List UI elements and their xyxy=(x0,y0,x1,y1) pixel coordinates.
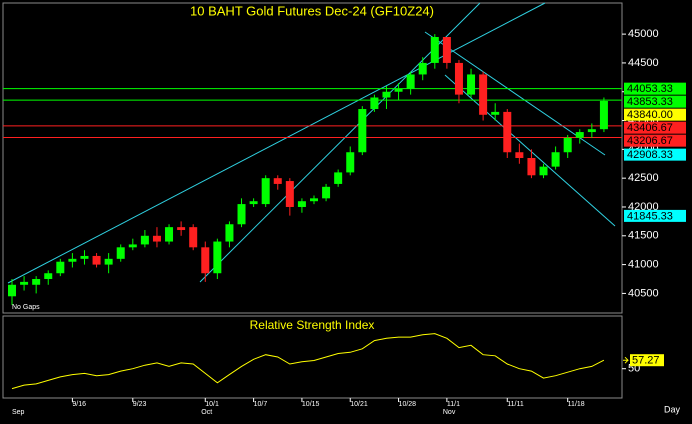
rsi-panel xyxy=(2,315,623,399)
candle-body xyxy=(515,152,524,158)
candle-body xyxy=(551,152,560,167)
candle-body xyxy=(297,201,306,207)
x-tick-label: 10/21 xyxy=(350,401,368,408)
candle-body xyxy=(599,100,608,130)
level-label-bg xyxy=(624,209,686,222)
y-tick-label: 40500 xyxy=(628,287,659,299)
candle-body xyxy=(8,284,16,297)
x-tick-label: 10/1 xyxy=(205,401,219,408)
rsi-last-bg xyxy=(630,354,664,367)
candle-body xyxy=(32,279,41,285)
rsi-title: Relative Strength Index xyxy=(250,318,375,332)
candle-body xyxy=(322,186,331,199)
x-tick-label: 10/28 xyxy=(399,401,417,408)
candle-body xyxy=(358,109,367,153)
level-label-bg xyxy=(624,82,686,95)
candle-body xyxy=(273,178,282,184)
candle-body xyxy=(44,273,53,280)
candle-body xyxy=(406,74,415,89)
level-label: 41845.33 xyxy=(627,210,673,222)
candle-body xyxy=(20,281,29,285)
candle-body xyxy=(116,247,125,259)
candle-body xyxy=(310,198,318,202)
candle-body xyxy=(503,111,512,153)
y-tick-label: 45000 xyxy=(628,28,659,40)
y-tick-label: 44500 xyxy=(628,57,659,69)
candle-body xyxy=(237,204,246,225)
candle-body xyxy=(225,224,234,242)
candle-body xyxy=(527,158,536,176)
candle-body xyxy=(587,129,596,133)
level-label-bg xyxy=(624,148,686,161)
candle-body xyxy=(346,152,355,173)
y-tick-label: 41000 xyxy=(628,259,659,271)
level-label-bg xyxy=(624,121,686,134)
price-panel xyxy=(2,2,623,314)
candle-body xyxy=(334,172,343,184)
candle-body xyxy=(467,74,476,95)
level-label-bg xyxy=(624,134,686,147)
candle-body xyxy=(128,244,137,248)
x-tick-label: 11/1 xyxy=(447,401,460,408)
x-tick-label: 9/23 xyxy=(133,401,147,408)
candle-body xyxy=(249,201,258,205)
month-label: Sep xyxy=(12,409,25,416)
month-label: Oct xyxy=(201,409,212,416)
rsi-arrow xyxy=(623,356,629,364)
level-label: 44053.33 xyxy=(627,83,673,95)
x-axis-label: Day xyxy=(664,404,681,414)
candle-body xyxy=(152,235,161,242)
level-label-bg xyxy=(624,95,686,108)
level-label: 43206.67 xyxy=(627,135,673,147)
candle-body xyxy=(418,62,427,75)
candle-body xyxy=(430,36,439,63)
x-tick-label: 9/16 xyxy=(72,401,86,408)
level-label: 43853.33 xyxy=(627,96,673,108)
candle-body xyxy=(479,74,488,115)
candle-body xyxy=(382,91,391,98)
candle-body xyxy=(189,227,198,248)
candle-body xyxy=(575,132,584,138)
level-label-bg xyxy=(624,108,686,121)
chart-title: 10 BAHT Gold Futures Dec-24 (GF10Z24) xyxy=(190,3,434,18)
level-label: 43406.67 xyxy=(627,122,673,134)
level-label: 42908.33 xyxy=(627,149,673,161)
candle-body xyxy=(213,241,222,274)
candle-body xyxy=(92,255,101,265)
x-tick-label: 10/15 xyxy=(302,401,320,408)
channel-line xyxy=(7,2,546,284)
candle-body xyxy=(261,178,270,205)
y-tick-label: 42000 xyxy=(628,201,659,213)
level-label: 43840.00 xyxy=(627,109,673,121)
candle-body xyxy=(285,181,294,207)
candle-body xyxy=(563,137,572,153)
candle-body xyxy=(394,88,403,92)
candle-body xyxy=(68,258,77,262)
candle-body xyxy=(104,258,113,265)
candle-body xyxy=(140,235,149,245)
x-tick-label: 11/11 xyxy=(507,401,524,408)
candle-body xyxy=(454,62,463,95)
candle-body xyxy=(80,255,89,259)
x-tick-label: 11/18 xyxy=(568,401,585,408)
candle-body xyxy=(539,166,548,176)
candle-body xyxy=(491,111,500,115)
rsi-last-label: 57.27 xyxy=(632,355,660,367)
channel-line xyxy=(424,31,606,156)
candle-body xyxy=(442,36,451,63)
candle-body xyxy=(177,227,186,231)
note: No Gaps xyxy=(12,304,40,311)
x-tick-label: 10/7 xyxy=(254,401,268,408)
y-tick-label: 41500 xyxy=(628,230,659,242)
month-label: Nov xyxy=(443,409,456,416)
candle-body xyxy=(56,261,65,274)
rsi-line xyxy=(11,333,605,390)
candle-body xyxy=(370,97,379,110)
y-tick-label: 42500 xyxy=(628,172,659,184)
candle-body xyxy=(165,227,174,242)
candle-body xyxy=(201,247,210,274)
